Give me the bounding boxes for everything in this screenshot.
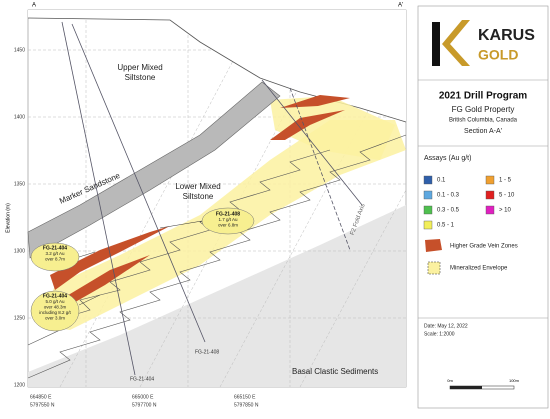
- unit-label: Siltstone: [125, 73, 156, 82]
- assay-swatch: [485, 190, 495, 200]
- callout-text: 1.7 g/t Au: [218, 217, 238, 222]
- legend-label: 0.1 - 0.3: [437, 193, 460, 199]
- callout-hole: FG-21-408: [216, 211, 240, 217]
- scale-label: 0m: [447, 378, 453, 383]
- unit-label: Siltstone: [183, 192, 214, 201]
- callout-bubble: [30, 290, 80, 332]
- callout-hole: FG-21-404: [43, 293, 67, 299]
- legend-title: Assays (Au g/t): [424, 155, 471, 162]
- section: Section A-A': [464, 128, 502, 135]
- legend-label: > 10: [499, 208, 512, 214]
- callout-text: including 8.2 g/t: [39, 310, 71, 315]
- contact-line: [27, 134, 407, 379]
- y-tick-label: 1200: [14, 382, 25, 388]
- unit-label: Upper Mixed: [117, 63, 162, 72]
- leader: [159, 220, 203, 229]
- legend-label: 0.5 - 1: [437, 223, 455, 229]
- assay-swatch: [423, 175, 433, 185]
- side-panel: [417, 5, 549, 409]
- x-labels: 664850 E 5797550 N 665000 E 5797700 N 665150…: [30, 394, 259, 408]
- drill-hole-label: FG-21-408: [195, 349, 219, 355]
- x-label: 5797850 N: [234, 402, 259, 408]
- date: Date: May 12, 2022: [424, 323, 468, 329]
- assay-swatch: [423, 205, 433, 215]
- property: FG Gold Property: [452, 105, 515, 114]
- x-label: 665000 E: [132, 394, 154, 400]
- vein-zone: [280, 95, 350, 108]
- vein-zone: [270, 110, 345, 140]
- y-tick-label: 1350: [14, 181, 25, 187]
- leader: [78, 251, 96, 258]
- x-label: 5797700 N: [132, 402, 157, 408]
- vein-zone: [60, 255, 150, 305]
- y-ticks: 1450 1400 1350 1300 1250 1200: [14, 47, 25, 388]
- assay-swatch: [423, 190, 433, 200]
- assay-swatch: [485, 205, 495, 215]
- legend-label: 1 - 5: [499, 178, 512, 184]
- topography: [27, 17, 407, 123]
- y-tick-label: 1250: [14, 315, 25, 321]
- drill-hole-label: FG-21-404: [130, 376, 154, 382]
- x-label: 665150 E: [234, 394, 256, 400]
- envelope-swatch: [427, 261, 441, 275]
- assay-swatch: [423, 220, 433, 230]
- scale: Scale: 1:2000: [424, 331, 455, 337]
- corner-label: A': [398, 3, 403, 9]
- marker-sandstone: [27, 81, 281, 259]
- legend-label: 0.3 - 0.5: [437, 208, 460, 214]
- callout-text: over 8.7m: [45, 257, 65, 262]
- logo-mark: [442, 20, 470, 66]
- x-label: 5797550 N: [30, 402, 55, 408]
- vein-zone: [50, 226, 170, 290]
- legend-label: 0.1: [437, 178, 446, 184]
- location: British Columbia, Canada: [449, 118, 518, 124]
- fold-axis: [289, 87, 351, 251]
- leader: [78, 294, 101, 306]
- sky: [28, 10, 406, 122]
- contact-line: [27, 149, 331, 346]
- corner-label: A: [32, 3, 36, 9]
- legend-label: 5 - 10: [499, 193, 515, 199]
- callout-text: 5.0 g/t Au: [45, 299, 65, 304]
- legend-label: Higher Grade Vein Zones: [450, 244, 518, 250]
- logo-name: KARUS: [478, 27, 535, 44]
- vein-swatch: [425, 239, 442, 252]
- scale-label: 100m: [509, 378, 520, 383]
- y-tick-label: 1450: [14, 47, 25, 53]
- assay-swatch: [485, 175, 495, 185]
- drill-hole: [61, 21, 136, 376]
- x-label: 664850 E: [30, 394, 52, 400]
- logo-sub: GOLD: [478, 47, 518, 63]
- logo-mark: [432, 22, 440, 66]
- assay-legend: 0.1 0.1 - 0.3 0.3 - 0.5 0.5 - 1 1 - 5 5 - 10 >…: [423, 175, 515, 230]
- basal-region: [28, 205, 406, 387]
- legend-label: Mineralized Envelope: [450, 266, 508, 272]
- title: 2021 Drill Program: [439, 91, 527, 102]
- y-tick-label: 1300: [14, 248, 25, 254]
- callout-hole: FG-21-404: [43, 245, 67, 251]
- drill-hole: [71, 23, 206, 343]
- callout-text: over 6.8m: [218, 223, 238, 228]
- scale-bar: [450, 386, 482, 389]
- unit-label: Lower Mixed: [175, 182, 220, 191]
- callout-text: 3.2 g/t Au: [45, 251, 65, 256]
- y-tick-label: 1400: [14, 114, 25, 120]
- callout-text: over 3.0m: [45, 316, 65, 321]
- drill-hole: [261, 79, 363, 206]
- mineralized-envelope: [270, 96, 395, 160]
- axis-title: Elevation (m): [5, 203, 11, 233]
- callout-text: over 48.3m: [44, 305, 67, 310]
- unit-label: Basal Clastic Sediments: [292, 367, 378, 376]
